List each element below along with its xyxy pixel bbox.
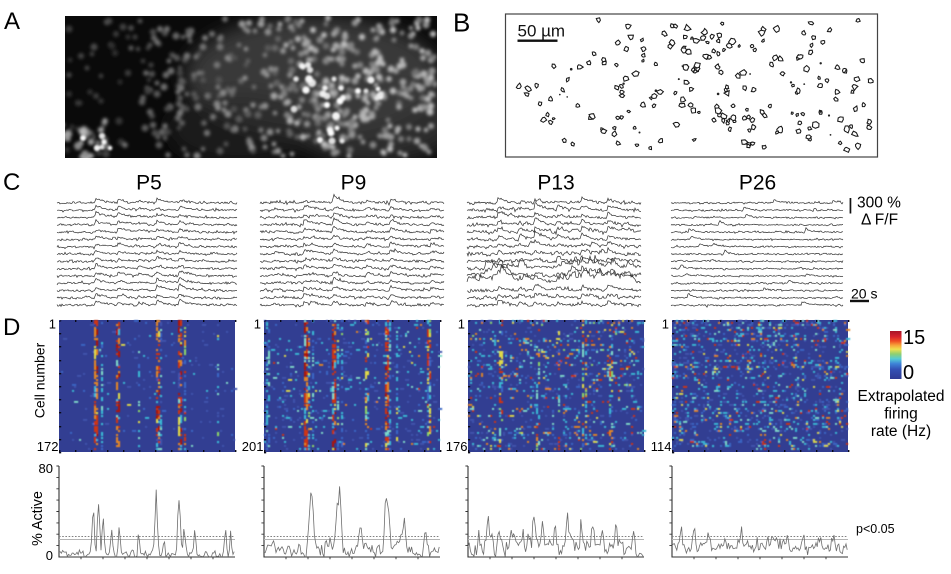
svg-text:P9: P9 — [341, 172, 367, 195]
svg-text:firing: firing — [884, 406, 918, 423]
svg-text:172: 172 — [37, 439, 59, 454]
svg-text:50 µm: 50 µm — [518, 22, 566, 41]
svg-text:20 s: 20 s — [851, 286, 877, 302]
svg-text:1: 1 — [458, 317, 465, 332]
svg-text:Δ F/F: Δ F/F — [861, 212, 898, 229]
svg-text:A: A — [4, 8, 20, 35]
svg-text:D: D — [3, 314, 20, 341]
svg-text:1: 1 — [49, 317, 56, 332]
svg-text:Cell number: Cell number — [32, 342, 48, 418]
svg-text:114: 114 — [651, 439, 672, 454]
svg-text:0: 0 — [903, 362, 914, 384]
svg-text:1: 1 — [254, 317, 261, 332]
svg-text:% Active: % Active — [30, 491, 46, 546]
svg-text:0: 0 — [46, 548, 53, 563]
svg-text:p<0.05: p<0.05 — [856, 522, 895, 536]
svg-text:P13: P13 — [537, 172, 574, 195]
svg-text:80: 80 — [39, 461, 53, 476]
svg-text:P5: P5 — [136, 172, 162, 195]
svg-text:Extrapolated: Extrapolated — [857, 388, 944, 405]
svg-text:P26: P26 — [739, 172, 776, 195]
svg-text:C: C — [3, 169, 20, 196]
svg-text:176: 176 — [446, 439, 468, 454]
svg-text:15: 15 — [903, 327, 925, 349]
svg-text:300 %: 300 % — [857, 195, 901, 212]
svg-text:201: 201 — [242, 439, 264, 454]
svg-text:1: 1 — [662, 317, 669, 332]
svg-text:B: B — [453, 8, 470, 38]
svg-text:rate (Hz): rate (Hz) — [871, 423, 931, 440]
